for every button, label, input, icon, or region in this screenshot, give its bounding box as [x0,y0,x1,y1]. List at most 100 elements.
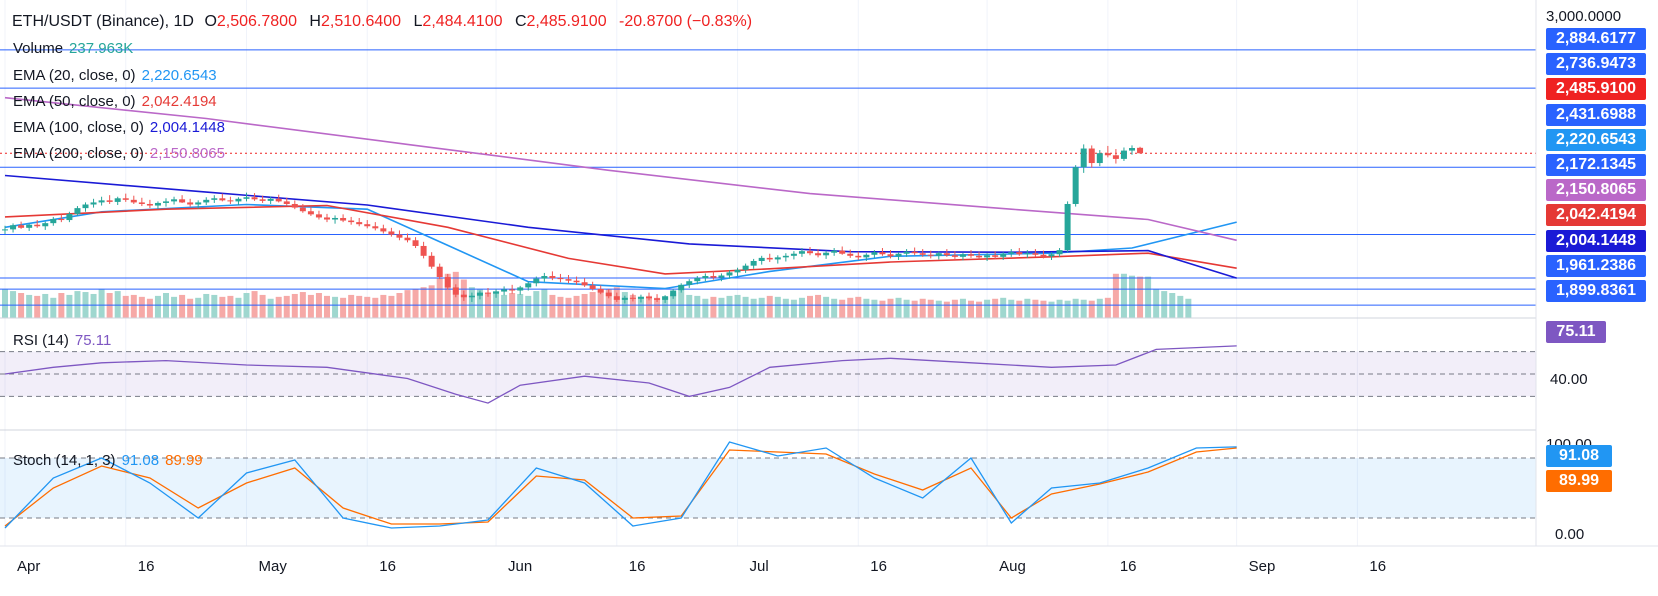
candle [879,248,886,256]
candle-body [959,254,966,257]
volume-bar [1161,291,1168,318]
candle-body [1016,252,1023,255]
candle [485,287,491,297]
close-value: 2,485.9100 [526,13,607,30]
candle-body [227,200,234,202]
candle [372,222,379,231]
candle [774,255,781,264]
volume-bar [919,298,926,318]
candle-body [573,280,580,283]
candle-body [90,202,97,205]
candle-body [501,289,508,292]
candle [758,255,765,265]
candle-body [557,278,564,280]
legend-rsi[interactable]: RSI (14) 75.11 [13,332,111,349]
candle-body [243,197,250,199]
volume-bar [259,294,266,318]
candle [26,223,33,231]
legend-ema20[interactable]: EMA (20, close, 0) 2,220.6543 [13,67,217,84]
candle-body [871,252,878,255]
legend-ema20-value: 2,220.6543 [141,67,217,84]
candle-body [597,288,604,293]
volume-bar [146,298,153,318]
stoch-axis-tick-bottom: 0.00 [1555,526,1585,543]
legend-ema50[interactable]: EMA (50, close, 0) 2,042.4194 [13,93,217,110]
symbol-label[interactable]: ETH/USDT (Binance), 1D [12,13,194,30]
candle-body [533,278,540,284]
volume-bar [871,299,878,318]
time-axis-label: 16 [379,558,396,575]
legend-stoch[interactable]: Stoch (14, 1, 3) 91.08 89.99 [13,452,203,469]
candle-body [18,225,25,228]
candle [420,241,427,259]
volume-bar [855,296,862,318]
candle [332,215,339,224]
candle-body [589,285,596,289]
volume-bar [959,298,966,318]
volume-bar [1056,299,1063,318]
volume-bar [678,291,685,318]
volume-bar [758,297,765,318]
candle-body [122,198,129,200]
candle-body [340,217,347,221]
candle [10,223,17,233]
change-value: -20.8700 (−0.83%) [619,13,753,30]
candle [581,278,588,287]
price-tag: 2,172.1345 [1546,154,1646,176]
volume-bar [1112,273,1119,318]
volume-bar [1185,298,1192,318]
candle [42,221,49,230]
candle [299,203,306,213]
candle [98,196,105,206]
time-axis-label: Jun [508,558,533,575]
candle [517,285,524,295]
candle [565,274,572,284]
candle-body [621,297,628,300]
candle [452,284,459,298]
candle-body [307,211,314,215]
candle [629,293,636,302]
volume-bar [1080,299,1087,318]
legend-ema100[interactable]: EMA (100, close, 0) 2,004.1448 [13,119,225,136]
candle [549,271,556,281]
price-tag: 2,004.1448 [1546,229,1646,252]
volume-bar [211,294,218,318]
candle-body [1064,203,1071,251]
volume-bar [943,301,950,318]
candle-body [195,202,202,205]
volume-bar [694,295,701,318]
candle-body [1137,147,1144,154]
volume-bar [629,294,636,318]
volume-bar [476,289,483,318]
volume-bar [388,295,395,318]
legend-volume[interactable]: Volume 237.963K [13,40,133,57]
candle [291,200,298,210]
volume-bar [171,296,178,318]
candle-body [412,240,419,246]
volume-bar [782,298,789,318]
candle [1056,248,1063,257]
candle [750,258,757,269]
candle [887,250,894,259]
price-tag: 2,042.4194 [1546,204,1646,227]
candle [589,281,596,291]
candle [259,195,266,203]
candle-body [509,289,516,291]
volume-bar [138,296,145,318]
volume-bar [863,298,870,318]
candle [154,201,161,210]
candle-body [702,276,709,279]
candle-body [726,272,733,276]
price-tag: 2,884.6177 [1546,28,1646,50]
candle-body [766,257,773,260]
candle [662,295,669,303]
volume-bar [364,296,371,318]
symbol-header: ETH/USDT (Binance), 1D O2,506.7800 H2,51… [12,13,752,31]
volume-bar [887,298,894,318]
candle [613,292,620,302]
candle-body [1032,253,1039,255]
low-label: L [413,13,423,30]
legend-ema200[interactable]: EMA (200, close, 0) 2,150.8065 [13,145,225,162]
candle [58,214,65,223]
